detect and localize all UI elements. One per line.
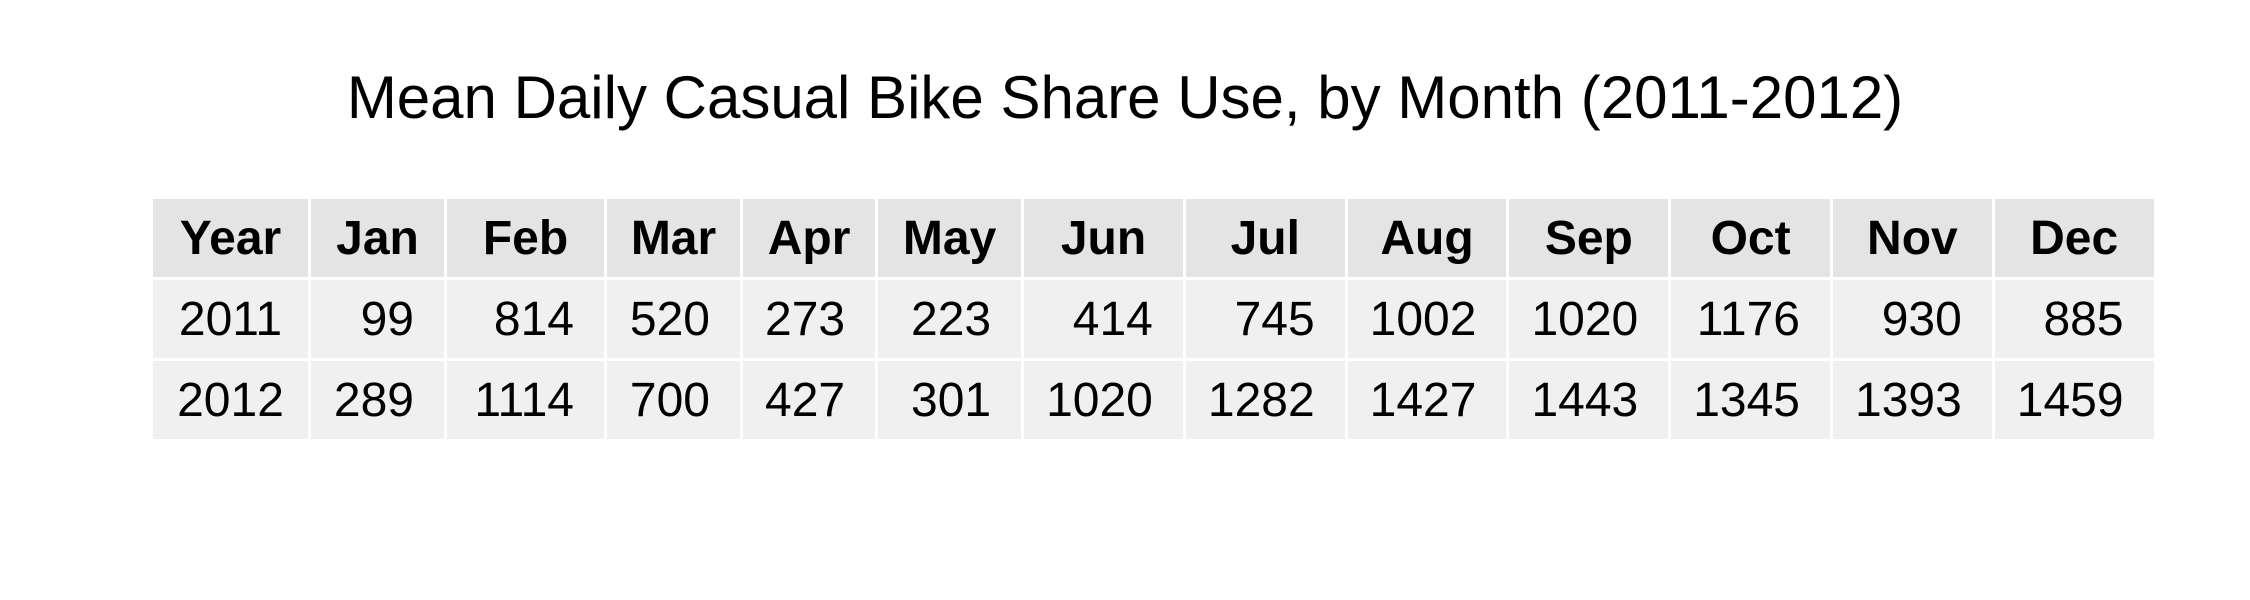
cell-2011-aug: 1002 — [1344, 277, 1510, 361]
column-header-year: Year — [150, 196, 311, 280]
column-header-feb: Feb — [444, 196, 607, 280]
cell-2011-dec: 885 — [1991, 277, 2157, 361]
cell-2012-sep: 1443 — [1506, 358, 1672, 442]
cell-2012-year: 2012 — [150, 358, 311, 442]
cell-2012-mar: 700 — [604, 358, 743, 442]
cell-2012-oct: 1345 — [1668, 358, 1833, 442]
cell-2012-apr: 427 — [739, 358, 879, 442]
cell-2012-may: 301 — [875, 358, 1025, 442]
cell-2011-oct: 1176 — [1668, 277, 1833, 361]
column-header-sep: Sep — [1506, 196, 1672, 280]
column-header-jan: Jan — [308, 196, 447, 280]
chart-title: Mean Daily Casual Bike Share Use, by Mon… — [346, 64, 1904, 131]
column-header-jun: Jun — [1021, 196, 1186, 280]
cell-2011-jun: 414 — [1021, 277, 1186, 361]
cell-2012-jun: 1020 — [1021, 358, 1186, 442]
table-row-2012: 2012 289 1114 700 427 301 1020 1282 1427… — [150, 358, 2157, 442]
column-header-oct: Oct — [1668, 196, 1833, 280]
cell-2012-nov: 1393 — [1830, 358, 1995, 442]
cell-2011-year: 2011 — [150, 277, 311, 361]
cell-2011-nov: 930 — [1830, 277, 1995, 361]
column-header-jul: Jul — [1182, 196, 1348, 280]
header-row: Year Jan Feb Mar Apr May Jun Jul Aug Sep… — [150, 196, 2157, 280]
cell-2011-jan: 99 — [308, 277, 447, 361]
cell-2012-aug: 1427 — [1344, 358, 1510, 442]
cell-2011-mar: 520 — [604, 277, 743, 361]
cell-2012-jan: 289 — [308, 358, 447, 442]
column-header-apr: Apr — [739, 196, 879, 280]
column-header-aug: Aug — [1344, 196, 1510, 280]
cell-2011-may: 223 — [875, 277, 1025, 361]
cell-2011-sep: 1020 — [1506, 277, 1672, 361]
column-header-mar: Mar — [604, 196, 743, 280]
cell-2011-apr: 273 — [739, 277, 879, 361]
column-header-dec: Dec — [1991, 196, 2157, 280]
cell-2012-jul: 1282 — [1182, 358, 1348, 442]
cell-2012-dec: 1459 — [1991, 358, 2157, 442]
table-row-2011: 2011 99 814 520 273 223 414 745 1002 102… — [150, 277, 2157, 361]
cell-2011-jul: 745 — [1182, 277, 1348, 361]
cell-2011-feb: 814 — [444, 277, 607, 361]
column-header-nov: Nov — [1830, 196, 1995, 280]
column-header-may: May — [875, 196, 1025, 280]
data-table: Year Jan Feb Mar Apr May Jun Jul Aug Sep… — [150, 196, 2157, 442]
cell-2012-feb: 1114 — [444, 358, 607, 442]
